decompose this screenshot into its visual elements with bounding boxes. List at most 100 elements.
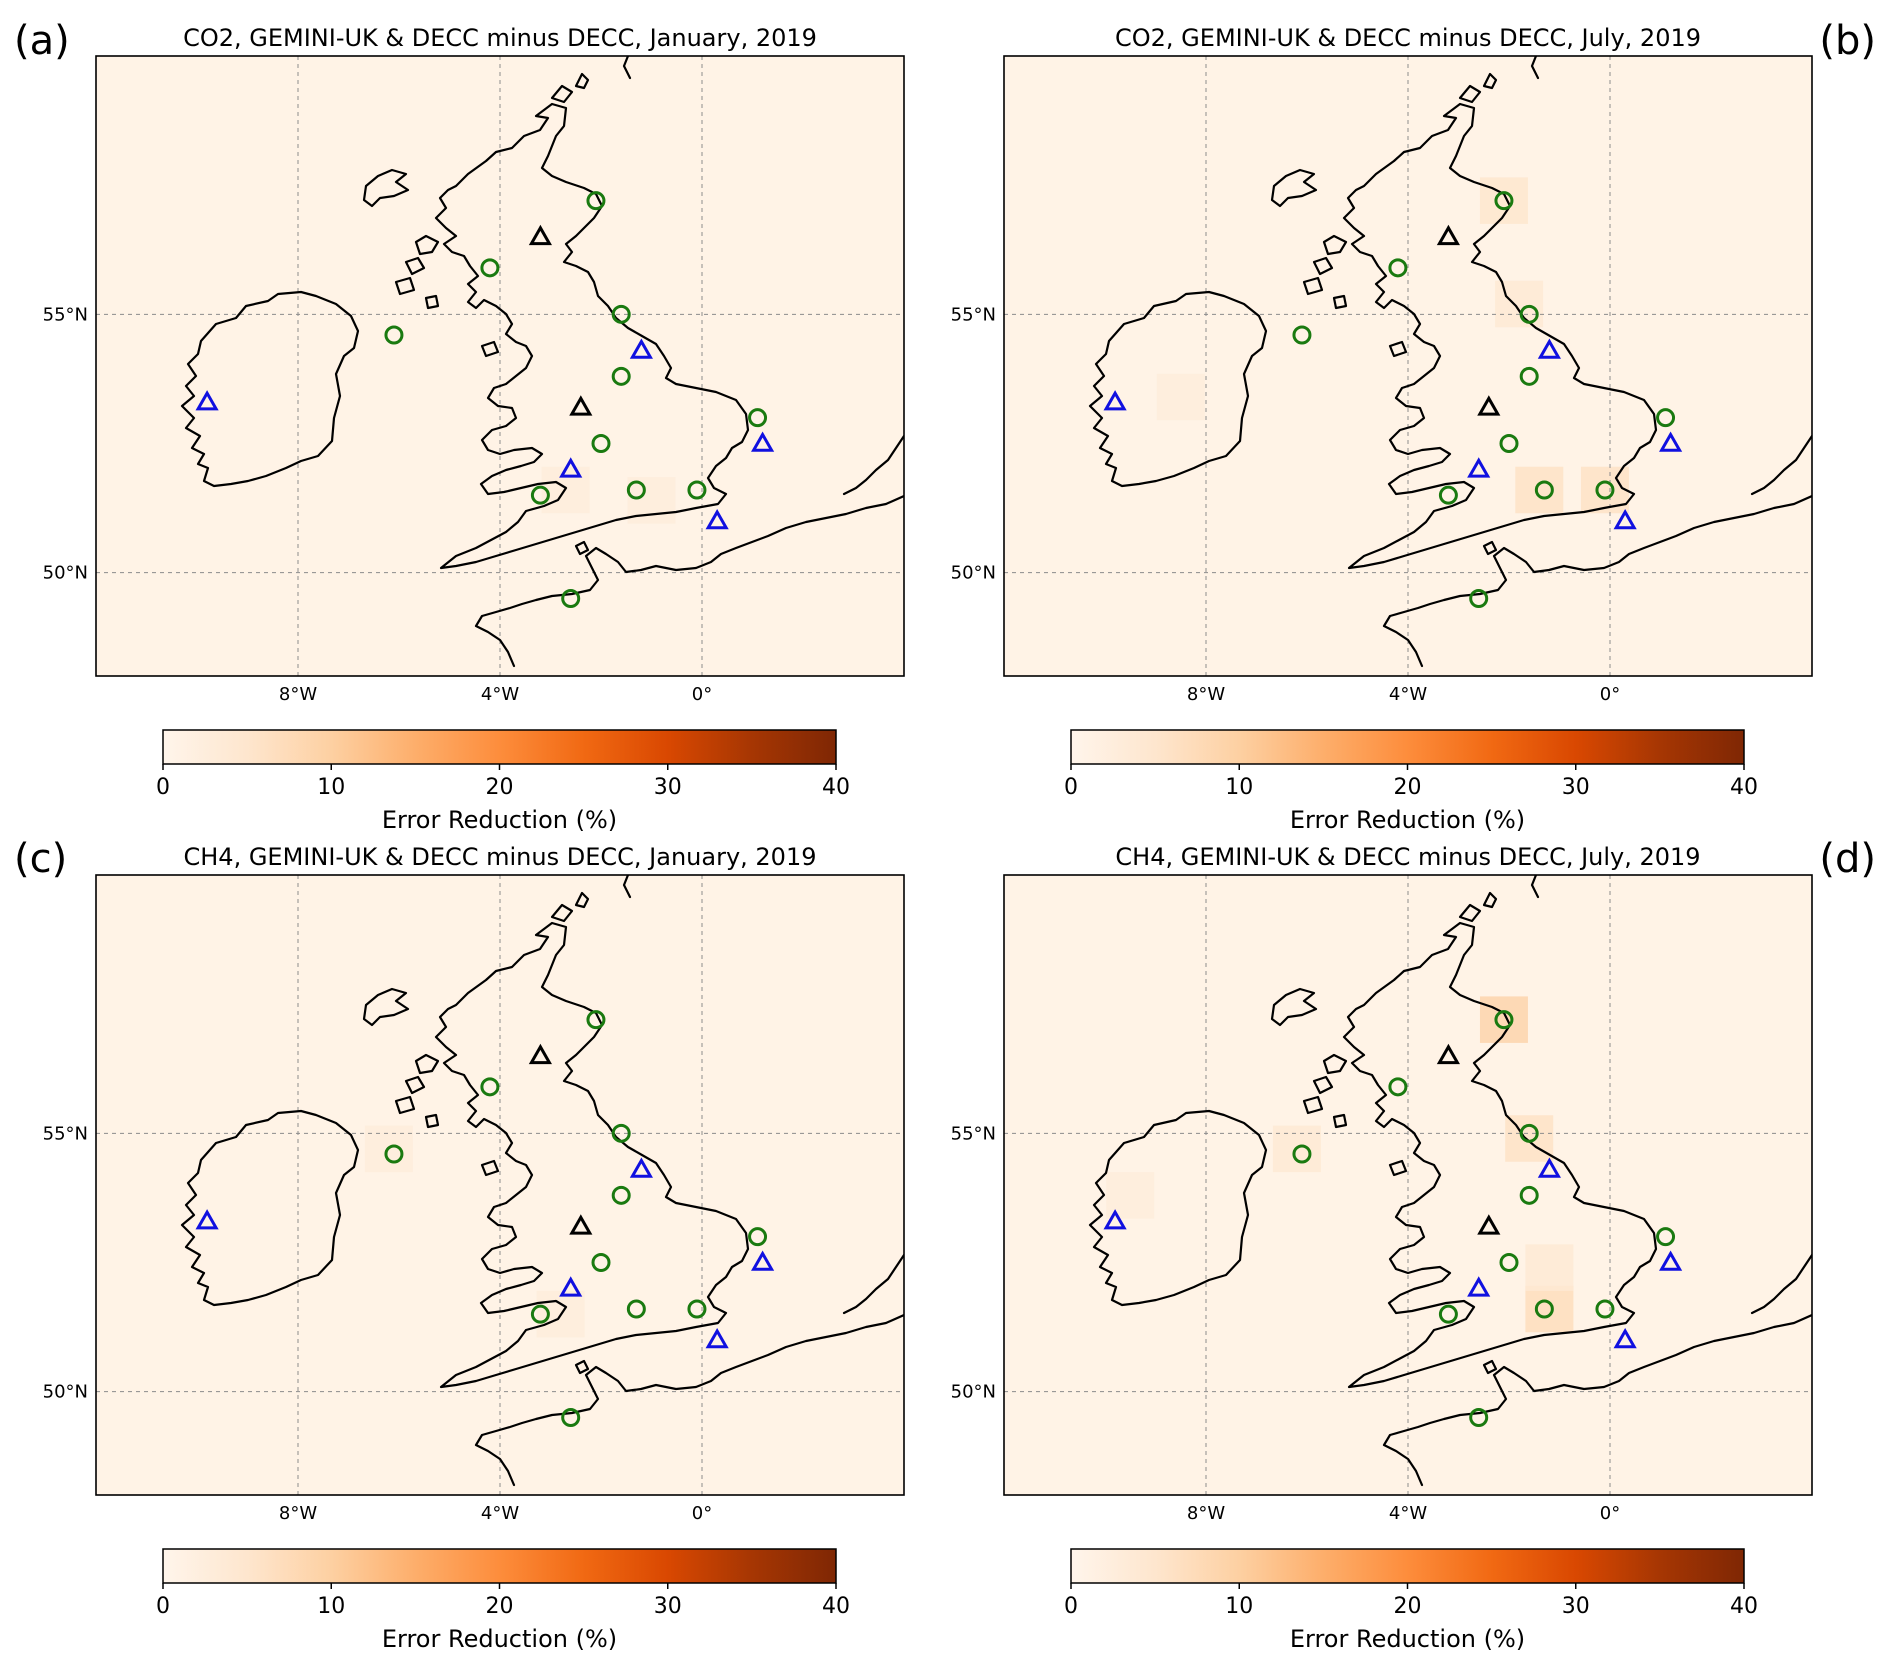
colorbar: 0 10 20 30 40 Error Reduction (%) bbox=[156, 729, 850, 834]
lon-tick-label: 4°W bbox=[1389, 684, 1427, 705]
colorbar-gradient bbox=[1070, 729, 1745, 765]
site-triangle-blue-marker bbox=[629, 1157, 653, 1178]
site-circle-marker bbox=[1469, 1408, 1489, 1427]
site-circle-marker bbox=[1438, 485, 1458, 505]
site-triangle-black-marker bbox=[528, 224, 552, 246]
site-circle-marker bbox=[1595, 1299, 1615, 1319]
site-circle-marker bbox=[626, 1299, 646, 1319]
site-circle-marker bbox=[687, 1299, 707, 1319]
site-triangle-blue-marker bbox=[195, 390, 219, 411]
site-circle-marker bbox=[530, 485, 550, 505]
map-panel-d: CH4, GEMINI-UK & DECC minus DECC, July, … bbox=[951, 836, 1876, 1653]
colorbar-tick-label: 10 bbox=[1225, 775, 1253, 800]
map-frame bbox=[95, 55, 905, 677]
map-background bbox=[1004, 56, 1812, 676]
site-triangle-blue-marker bbox=[559, 1276, 583, 1297]
measurement-sites bbox=[195, 1010, 775, 1427]
site-triangle-blue-marker bbox=[1659, 431, 1683, 452]
colorbar-tick-label: 40 bbox=[822, 1594, 850, 1619]
lon-tick-label: 0° bbox=[1600, 684, 1620, 705]
error-reduction-cell bbox=[1525, 1244, 1574, 1291]
lon-tick-label: 8°W bbox=[1187, 1503, 1225, 1524]
site-triangle-black-marker bbox=[1477, 1214, 1501, 1235]
site-triangle-black-marker bbox=[528, 1043, 552, 1065]
site-circle-marker bbox=[1519, 304, 1539, 324]
site-circle-marker bbox=[1494, 1010, 1514, 1030]
colorbar-tick-label: 30 bbox=[1562, 775, 1590, 800]
colorbar-tick-label: 30 bbox=[654, 1594, 682, 1619]
colorbar: 0 10 20 30 40 Error Reduction (%) bbox=[156, 1548, 850, 1653]
colorbar-tick-label: 10 bbox=[317, 1594, 345, 1619]
lon-tick-label: 0° bbox=[1600, 1503, 1620, 1524]
colorbar-label: Error Reduction (%) bbox=[1290, 1625, 1525, 1653]
panels-layer: CO2, GEMINI-UK & DECC minus DECC, Januar… bbox=[14, 18, 1876, 1653]
colorbar-tick-label: 10 bbox=[1225, 1594, 1253, 1619]
colorbar-gradient bbox=[1070, 1548, 1745, 1584]
map-panel-a: CO2, GEMINI-UK & DECC minus DECC, Januar… bbox=[14, 18, 905, 834]
site-triangle-blue-marker bbox=[1537, 338, 1561, 359]
site-circle-marker bbox=[1519, 1123, 1539, 1143]
map-panel-c: CH4, GEMINI-UK & DECC minus DECC, Januar… bbox=[14, 836, 905, 1653]
site-triangle-blue-marker bbox=[195, 1209, 219, 1230]
site-triangle-blue-marker bbox=[751, 1250, 775, 1271]
site-circle-marker bbox=[1388, 1077, 1408, 1097]
colorbar-tick-label: 0 bbox=[156, 775, 170, 800]
colorbar-tick-label: 30 bbox=[654, 775, 682, 800]
site-triangle-blue-marker bbox=[1467, 1276, 1491, 1297]
error-reduction-cell bbox=[1515, 466, 1564, 514]
colorbar-tick-label: 20 bbox=[486, 775, 514, 800]
site-circle-marker bbox=[586, 1010, 606, 1030]
site-circle-marker bbox=[687, 480, 707, 500]
colorbar-tick-label: 40 bbox=[1730, 775, 1758, 800]
site-circle-marker bbox=[480, 1077, 500, 1097]
colorbar-tick-label: 40 bbox=[1730, 1594, 1758, 1619]
measurement-sites bbox=[1103, 191, 1683, 608]
error-reduction-cell bbox=[1525, 1285, 1574, 1333]
colorbar-tick-label: 0 bbox=[1064, 1594, 1078, 1619]
lat-tick-label: 50°N bbox=[43, 563, 88, 584]
colorbar-label: Error Reduction (%) bbox=[382, 806, 617, 834]
site-triangle-blue-marker bbox=[1537, 1157, 1561, 1178]
colorbar-tick-label: 0 bbox=[156, 1594, 170, 1619]
lon-tick-label: 4°W bbox=[1389, 1503, 1427, 1524]
site-circle-marker bbox=[1595, 480, 1615, 500]
error-reduction-cells bbox=[1156, 177, 1629, 514]
site-triangle-black-marker bbox=[1436, 1043, 1460, 1065]
site-circle-marker bbox=[1656, 408, 1676, 428]
panel-letter: (d) bbox=[1819, 836, 1876, 882]
panel-title: CH4, GEMINI-UK & DECC minus DECC, July, … bbox=[1115, 843, 1700, 871]
site-circle-marker bbox=[626, 480, 646, 500]
panel-letter: (b) bbox=[1819, 18, 1876, 64]
error-reduction-cells bbox=[1106, 996, 1574, 1333]
map-panel-b: CO2, GEMINI-UK & DECC minus DECC, July, … bbox=[951, 18, 1876, 834]
site-circle-marker bbox=[1438, 1304, 1458, 1324]
site-circle-marker bbox=[611, 366, 631, 386]
site-triangle-blue-marker bbox=[1659, 1250, 1683, 1271]
lon-tick-label: 4°W bbox=[481, 684, 519, 705]
lon-tick-label: 4°W bbox=[481, 1503, 519, 1524]
map-background bbox=[96, 56, 904, 676]
lat-tick-label: 55°N bbox=[43, 1123, 88, 1144]
site-triangle-black-marker bbox=[569, 395, 593, 416]
site-triangle-blue-marker bbox=[705, 1327, 729, 1349]
map-frame bbox=[1003, 55, 1813, 677]
site-triangle-blue-marker bbox=[1613, 508, 1637, 530]
site-circle-marker bbox=[1469, 589, 1489, 608]
site-circle-marker bbox=[591, 1253, 611, 1272]
lat-tick-label: 55°N bbox=[43, 304, 88, 325]
site-circle-marker bbox=[1292, 1144, 1312, 1164]
error-reduction-cell bbox=[1156, 373, 1205, 421]
site-circle-marker bbox=[1656, 1227, 1676, 1247]
error-reduction-cell bbox=[1106, 1172, 1155, 1219]
lat-tick-label: 50°N bbox=[951, 563, 996, 584]
site-triangle-blue-marker bbox=[705, 508, 729, 530]
colorbar-tick-label: 30 bbox=[1562, 1594, 1590, 1619]
site-circle-marker bbox=[1292, 325, 1312, 345]
colorbar-tick-label: 40 bbox=[822, 775, 850, 800]
error-reduction-cells bbox=[541, 466, 676, 524]
site-triangle-black-marker bbox=[1436, 224, 1460, 246]
panel-title: CH4, GEMINI-UK & DECC minus DECC, Januar… bbox=[184, 843, 817, 871]
panel-title: CO2, GEMINI-UK & DECC minus DECC, July, … bbox=[1115, 24, 1701, 52]
site-circle-marker bbox=[586, 191, 606, 211]
panel-letter: (a) bbox=[14, 18, 70, 64]
